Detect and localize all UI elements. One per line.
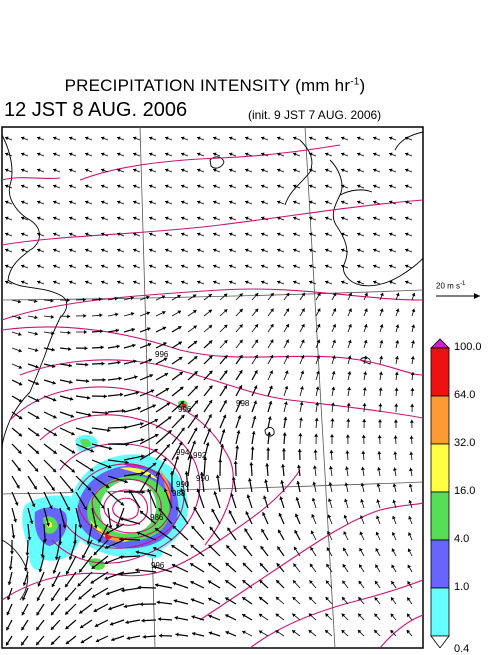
- colorbar-tick-label: 0.4: [454, 643, 469, 655]
- colorbar-segment: [431, 348, 449, 396]
- colorbar-max-arrow: [431, 339, 449, 348]
- wind-vector: [119, 539, 140, 540]
- colorbar-tick-label: 4.0: [454, 533, 469, 545]
- title-unit-exponent: -1: [350, 76, 359, 87]
- colorbar-tick-label: 100.0: [454, 341, 482, 353]
- colorbar-tick-label: 16.0: [454, 485, 475, 497]
- colorbar-min-arrow: [431, 636, 449, 648]
- colorbar-segment: [431, 492, 449, 540]
- wind-scale-exponent: -1: [460, 281, 465, 287]
- colorbar-tick-label: 64.0: [454, 389, 475, 401]
- colorbar-tick-label: 1.0: [454, 581, 469, 593]
- colorbar-segment: [431, 588, 449, 636]
- title-text: PRECIPITATION INTENSITY (mm hr: [65, 76, 351, 95]
- map-title: PRECIPITATION INTENSITY (mm hr-1): [0, 76, 430, 96]
- colorbar-segment: [431, 444, 449, 492]
- wind-scale-arrow: [434, 290, 486, 302]
- valid-time: 12 JST 8 AUG. 2006: [4, 99, 187, 122]
- precipitation-map: 996996992998994990988986996990: [0, 125, 500, 650]
- precipitation-colorbar: [428, 338, 452, 648]
- init-time: (init. 9 JST 7 AUG. 2006): [248, 108, 381, 122]
- map-frame: [2, 127, 423, 648]
- title-close: ): [360, 76, 366, 95]
- colorbar-tick-label: 32.0: [454, 437, 475, 449]
- colorbar-segment: [431, 396, 449, 444]
- colorbar-segment: [431, 540, 449, 588]
